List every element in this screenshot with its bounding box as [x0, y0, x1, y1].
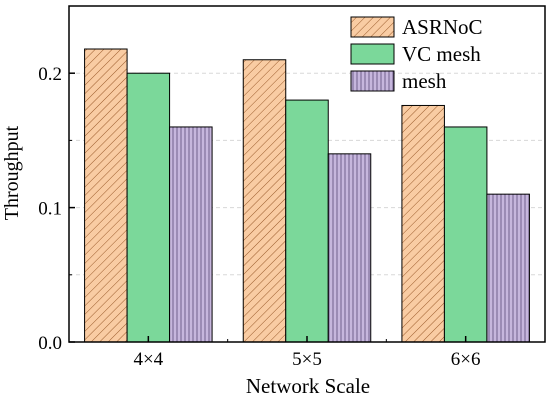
legend-swatch — [350, 16, 395, 38]
legend-swatch — [350, 70, 395, 92]
bar-mesh — [486, 193, 530, 343]
bar-vc-mesh — [443, 126, 488, 343]
bar-asrnoc — [242, 59, 287, 343]
bar-asrnoc — [401, 104, 445, 343]
bar-mesh — [169, 126, 213, 343]
bar-vc-mesh — [126, 72, 171, 343]
bar-mesh — [327, 153, 372, 343]
bars — [84, 48, 530, 343]
x-tick-label: 4×4 — [133, 349, 163, 370]
legend-label: VC mesh — [402, 42, 481, 66]
legend-label: ASRNoC — [402, 15, 483, 39]
y-axis-label: Throughput — [1, 125, 23, 220]
bar-asrnoc — [84, 48, 128, 343]
legend-swatch — [350, 43, 395, 65]
x-axis-ticks: 4×4 5×5 6×6 — [133, 336, 481, 370]
y-tick-label: 0.0 — [38, 333, 62, 354]
bar-vc-mesh — [285, 99, 329, 343]
legend: ASRNoC VC mesh mesh — [350, 15, 483, 93]
y-tick-label: 0.1 — [38, 199, 62, 220]
legend-label: mesh — [402, 69, 447, 93]
y-axis-ticks: 0.0 0.1 0.2 — [38, 64, 75, 354]
y-tick-label: 0.2 — [38, 64, 62, 85]
x-tick-label: 5×5 — [292, 349, 322, 370]
x-tick-label: 6×6 — [451, 349, 481, 370]
x-axis-label: Network Scale — [246, 374, 370, 398]
